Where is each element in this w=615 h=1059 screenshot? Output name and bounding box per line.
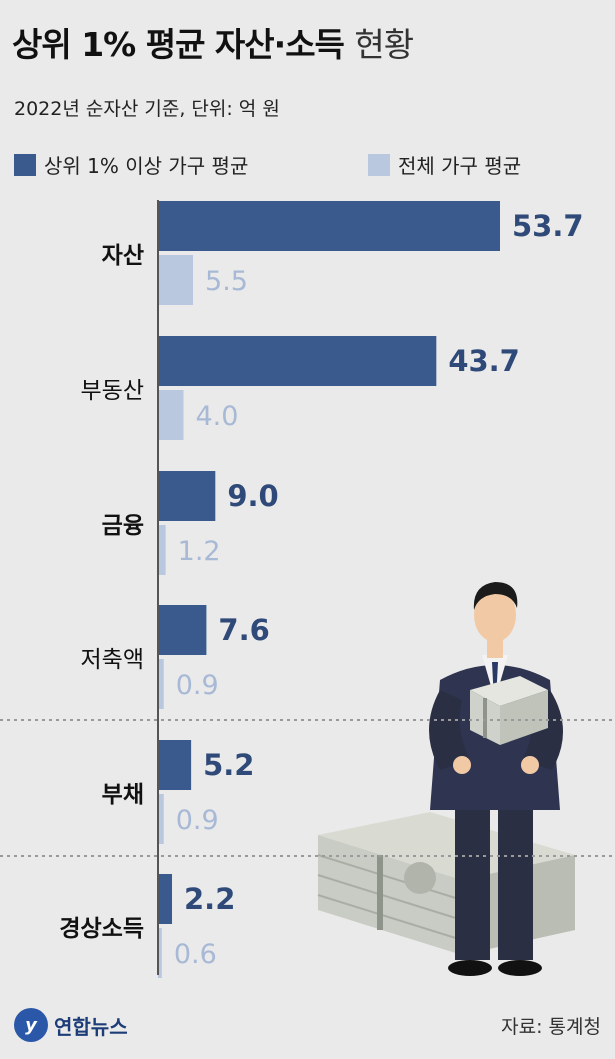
bar-all: [158, 659, 164, 709]
businessman-illustration: [317, 582, 575, 976]
publisher-name: 연합뉴스: [54, 1014, 128, 1039]
value-label-all: 5.5: [205, 266, 248, 297]
category-label: 부채: [102, 782, 144, 808]
value-label-top1: 5.2: [203, 748, 254, 782]
bar-top1: [158, 201, 500, 251]
bar-all: [158, 525, 166, 575]
value-label-all: 0.9: [176, 670, 219, 701]
bar-top1: [158, 605, 207, 655]
bar-top1: [158, 740, 192, 790]
chart-subtitle: 2022년 순자산 기준, 단위: 억 원: [14, 98, 280, 120]
bar-top1: [158, 471, 216, 521]
value-label-top1: 2.2: [184, 882, 235, 916]
chart-title: 상위 1% 평균 자산·소득 현황: [12, 18, 414, 66]
category-label: 금융: [102, 513, 144, 539]
value-label-top1: 7.6: [218, 613, 269, 647]
bar-all: [158, 255, 194, 305]
title-suffix: 현황: [354, 25, 414, 64]
bar-top1: [158, 336, 437, 386]
bar-top1: [158, 874, 173, 924]
legend-swatch-top1: [14, 153, 36, 176]
category-label: 자산: [102, 243, 144, 269]
category-label: 경상소득: [59, 916, 144, 942]
value-label-all: 1.2: [178, 536, 221, 567]
value-label-top1: 9.0: [227, 479, 278, 513]
legend-top1: 상위 1% 이상 가구 평균: [14, 150, 248, 179]
value-label-all: 0.9: [176, 805, 219, 836]
cash-bundle-icon: [470, 676, 548, 745]
title-main: 상위 1% 평균 자산·소득: [12, 25, 345, 64]
data-source: 자료: 통계청: [501, 1016, 601, 1038]
legend-label-top1: 상위 1% 이상 가구 평균: [44, 154, 249, 178]
bar-all: [158, 390, 184, 440]
bar-all: [158, 794, 164, 844]
bar-all: [158, 928, 162, 978]
category-label: 부동산: [81, 378, 144, 404]
value-label-all: 4.0: [195, 401, 238, 432]
legend-all: 전체 가구 평균: [368, 150, 521, 179]
legend-swatch-all: [368, 153, 390, 176]
legend-label-all: 전체 가구 평균: [398, 154, 522, 178]
category-label: 저축액: [81, 647, 144, 673]
value-label-top1: 53.7: [512, 209, 584, 243]
money-stack-icon: [317, 812, 575, 955]
yonhap-logo-icon: y: [14, 1008, 48, 1042]
publisher-logo: y 연합뉴스: [14, 1008, 128, 1042]
value-label-top1: 43.7: [448, 344, 520, 378]
value-label-all: 0.6: [174, 939, 217, 970]
